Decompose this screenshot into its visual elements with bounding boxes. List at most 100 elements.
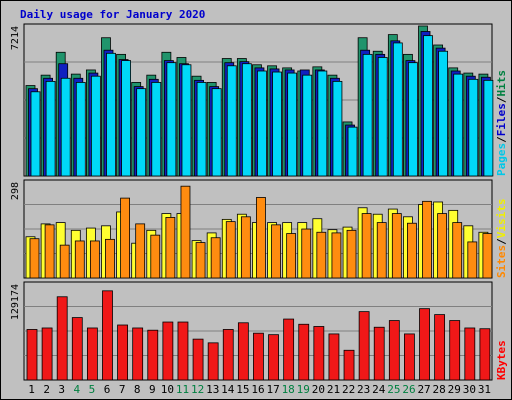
bar-kbytes-day-9 <box>147 329 159 381</box>
bar-kbytes-day-18 <box>283 318 295 381</box>
x-tick-label: 24 <box>372 383 386 396</box>
y-max-label: 7214 <box>10 26 21 50</box>
bar-kbytes-day-26 <box>404 333 415 381</box>
bar-pages-day-12 <box>196 82 207 177</box>
bar-pages-day-2 <box>45 80 56 177</box>
panel-visits-sites: 298 Sites/Visits <box>10 179 508 279</box>
bar-kbytes-day-12 <box>192 338 204 381</box>
chart-panels: 7214 Pages/Files/Hits 298 Sites/Visits 12917… <box>10 23 508 381</box>
bar-sites-day-10 <box>165 217 176 279</box>
bar-pages-day-20 <box>317 70 328 177</box>
bar-sites-day-28 <box>437 213 448 279</box>
bar-pages-day-25 <box>392 42 403 177</box>
bar-pages-day-31 <box>483 79 494 177</box>
bar-kbytes-day-31 <box>479 328 491 381</box>
x-tick-label: 3 <box>58 383 65 396</box>
x-tick-label: 28 <box>433 383 446 396</box>
bar-kbytes-day-24 <box>373 326 385 381</box>
bar-sites-day-8 <box>135 223 146 279</box>
bar-pages-day-18 <box>287 72 298 177</box>
bar-pages-day-26 <box>408 62 418 177</box>
legend-item: KBytes <box>495 340 508 380</box>
bar-pages-day-3 <box>60 77 71 177</box>
bar-sites-day-30 <box>467 241 478 279</box>
bar-kbytes-day-1 <box>26 329 38 381</box>
bar-sites-day-15 <box>240 216 251 279</box>
bar-sites-day-2 <box>44 224 55 279</box>
panel-legend: KBytes <box>495 340 508 380</box>
bar-kbytes-day-14 <box>222 329 234 381</box>
chart-title: Daily usage for January 2020 <box>20 8 205 21</box>
bar-pages-day-1 <box>30 91 41 177</box>
bar-sites-day-4 <box>74 240 85 279</box>
bar-pages-day-23 <box>362 53 373 177</box>
panel-legend: Sites/Visits <box>495 199 508 279</box>
bar-pages-day-7 <box>121 60 131 177</box>
bar-pages-day-17 <box>272 71 282 177</box>
x-tick-label: 27 <box>417 383 430 396</box>
bar-kbytes-day-29 <box>449 320 461 381</box>
bar-kbytes-day-22 <box>343 349 355 381</box>
bar-sites-day-23 <box>361 213 372 279</box>
x-tick-label: 11 <box>176 383 189 396</box>
x-tick-label: 8 <box>134 383 141 396</box>
bar-kbytes-day-19 <box>298 323 310 381</box>
bar-kbytes-day-20 <box>313 326 325 381</box>
bar-sites-day-27 <box>422 200 432 279</box>
y-max-label: 129174 <box>10 284 21 320</box>
bar-pages-day-9 <box>151 82 162 177</box>
panel-legend: Pages/Files/Hits <box>495 70 508 176</box>
x-tick-label: 18 <box>282 383 295 396</box>
x-tick-label: 22 <box>342 383 355 396</box>
bar-sites-day-14 <box>225 221 236 279</box>
legend-item: Files <box>495 103 508 136</box>
legend-item: / <box>495 96 508 103</box>
bar-kbytes-day-4 <box>71 317 83 381</box>
bar-sites-day-1 <box>29 238 40 279</box>
x-tick-label: 1 <box>28 383 35 396</box>
bar-sites-day-9 <box>150 234 161 279</box>
bar-pages-day-24 <box>377 57 388 177</box>
bar-sites-day-17 <box>271 224 281 279</box>
bar-kbytes-day-27 <box>419 308 430 381</box>
x-tick-label: 16 <box>251 383 264 396</box>
panel-hits-files-pages: 7214 Pages/Files/Hits <box>10 23 508 177</box>
bar-sites-day-6 <box>105 238 115 279</box>
bar-kbytes-day-10 <box>162 321 174 381</box>
y-max-label: 298 <box>10 182 21 200</box>
bar-pages-day-11 <box>181 64 192 177</box>
x-tick-label: 25 <box>387 383 400 396</box>
x-tick-label: 20 <box>312 383 325 396</box>
bar-pages-day-19 <box>302 74 313 177</box>
bar-kbytes-day-17 <box>268 334 279 381</box>
bar-kbytes-day-7 <box>117 324 128 381</box>
bar-sites-day-21 <box>331 232 342 279</box>
bar-sites-day-18 <box>286 233 297 279</box>
bar-sites-day-20 <box>316 231 327 279</box>
bar-kbytes-day-28 <box>434 314 446 381</box>
bar-pages-day-16 <box>257 70 267 177</box>
x-tick-label: 2 <box>43 383 50 396</box>
bar-pages-day-8 <box>136 88 147 177</box>
legend-item: Visits <box>495 199 508 239</box>
bar-sites-day-12 <box>195 242 206 279</box>
bar-pages-day-28 <box>438 50 449 177</box>
bar-pages-day-6 <box>106 52 116 177</box>
x-tick-label: 14 <box>221 383 235 396</box>
x-tick-label: 30 <box>463 383 476 396</box>
bar-sites-day-16 <box>256 197 266 279</box>
legend-item: Hits <box>495 70 508 97</box>
bar-kbytes-day-21 <box>328 333 340 381</box>
bar-sites-day-29 <box>452 222 463 279</box>
bar-kbytes-day-6 <box>102 290 113 381</box>
bar-sites-day-26 <box>407 222 417 279</box>
bar-sites-day-24 <box>376 222 387 279</box>
x-tick-label: 7 <box>119 383 126 396</box>
bar-pages-day-21 <box>332 80 343 177</box>
bar-sites-day-7 <box>120 197 130 279</box>
panel-kbytes: 129174 KBytes <box>10 281 508 381</box>
bar-kbytes-day-25 <box>388 320 400 381</box>
bar-kbytes-day-13 <box>207 342 219 381</box>
bar-pages-day-5 <box>90 75 101 177</box>
bar-sites-day-31 <box>482 233 493 279</box>
